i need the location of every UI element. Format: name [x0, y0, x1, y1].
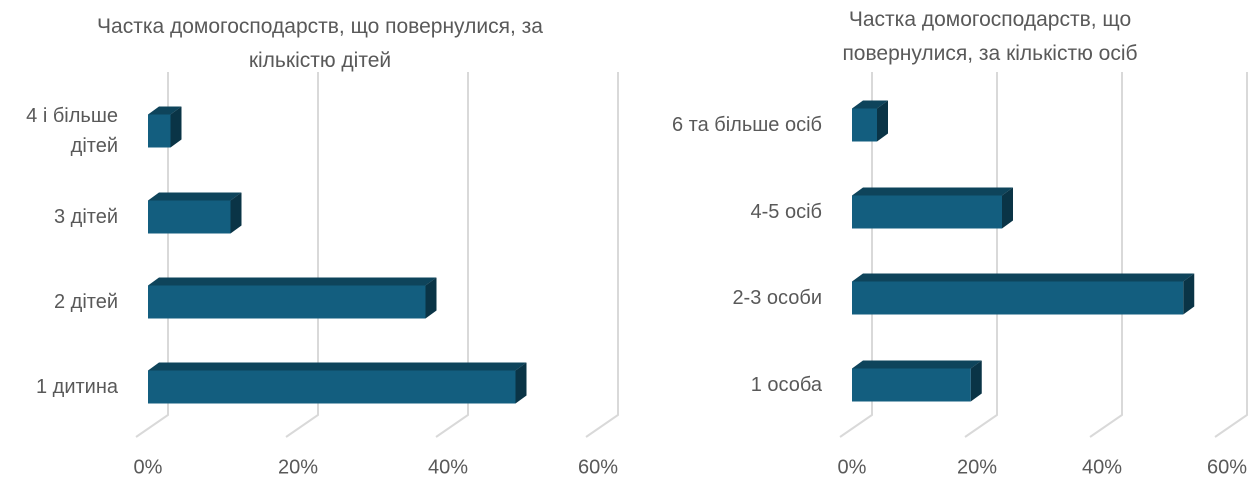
bar-side: [1183, 273, 1195, 315]
chart-title: Частка домогосподарств, що повернулися, …: [97, 15, 543, 72]
grid-line: [839, 72, 873, 438]
y-tick-label: 6 та більше осіб: [671, 114, 822, 136]
x-tick-label: 0%: [134, 456, 163, 478]
grid-line: [435, 72, 469, 438]
grid-line: [964, 72, 998, 438]
grid-line: [1214, 72, 1248, 438]
x-tick-label: 0%: [838, 456, 867, 478]
bar-front: [148, 370, 516, 404]
bar: [148, 192, 242, 234]
bar-side: [425, 277, 437, 319]
grid-line: [285, 72, 319, 438]
bar-top: [148, 362, 527, 371]
bar-top: [852, 360, 982, 369]
y-tick-label: 4-5 осіб: [750, 201, 822, 223]
grid-line: [585, 72, 619, 438]
chart-title: Частка домогосподарств, що повернулися, …: [842, 8, 1138, 65]
grid-line: [135, 72, 169, 438]
bar: [852, 273, 1195, 315]
x-tick-label: 60%: [1207, 456, 1247, 478]
bar: [148, 277, 437, 319]
bar-top: [148, 277, 437, 286]
bar-top: [852, 273, 1195, 282]
bar: [148, 362, 527, 404]
bar-front: [852, 108, 877, 142]
bar-top: [148, 192, 242, 201]
y-tick-label: 4 і більше дітей: [26, 105, 118, 157]
bar-side: [877, 100, 888, 142]
x-tick-label: 40%: [1082, 456, 1122, 478]
bar-front: [852, 281, 1184, 315]
bar-top: [148, 106, 182, 115]
x-tick-label: 20%: [278, 456, 318, 478]
bar-side: [170, 106, 182, 148]
bar-side: [970, 360, 982, 402]
y-tick-label: 2-3 особи: [732, 287, 822, 309]
bar-front: [852, 368, 971, 402]
bar: [852, 187, 1013, 229]
bar-front: [148, 114, 171, 148]
bar: [852, 360, 982, 402]
bar-front: [148, 285, 426, 319]
bar-front: [852, 195, 1002, 229]
x-tick-label: 40%: [428, 456, 468, 478]
bar-side: [515, 362, 527, 404]
bar: [148, 106, 182, 148]
y-tick-label: 1 дитина: [35, 376, 118, 398]
bar: [852, 100, 888, 142]
y-tick-label: 1 особа: [750, 374, 822, 396]
bar-top: [852, 187, 1013, 196]
bar-side: [1002, 187, 1013, 229]
y-tick-label: 2 дітей: [53, 291, 118, 313]
y-tick-label: 3 дітей: [53, 206, 118, 228]
x-tick-label: 60%: [578, 456, 618, 478]
grid-line: [1089, 72, 1123, 438]
bar-side: [230, 192, 242, 234]
bar-top: [852, 100, 888, 109]
bar-front: [148, 200, 231, 234]
x-tick-label: 20%: [957, 456, 997, 478]
